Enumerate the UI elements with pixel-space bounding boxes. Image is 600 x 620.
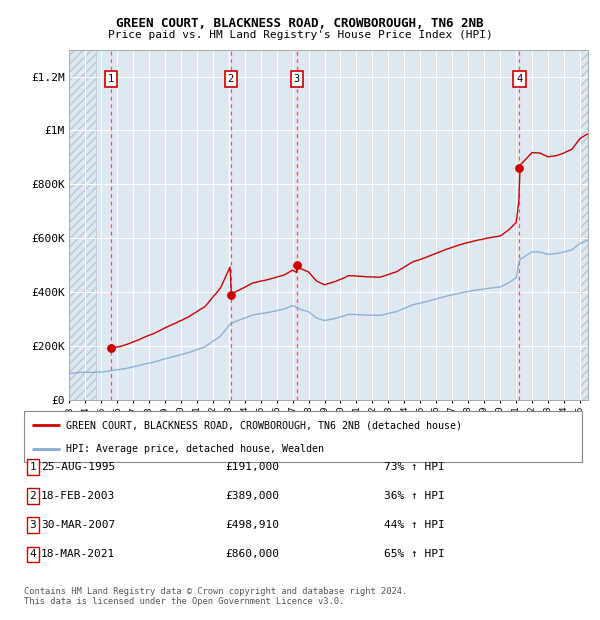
Text: £860,000: £860,000 [225,549,279,559]
Text: 4: 4 [517,74,523,84]
Text: 18-MAR-2021: 18-MAR-2021 [41,549,115,559]
Text: 3: 3 [29,520,37,530]
Text: 25-AUG-1995: 25-AUG-1995 [41,462,115,472]
Text: £498,910: £498,910 [225,520,279,530]
Point [106,343,116,353]
Text: 3: 3 [293,74,299,84]
Text: GREEN COURT, BLACKNESS ROAD, CROWBOROUGH, TN6 2NB: GREEN COURT, BLACKNESS ROAD, CROWBOROUGH… [116,17,484,30]
Text: 65% ↑ HPI: 65% ↑ HPI [384,549,445,559]
Text: 30-MAR-2007: 30-MAR-2007 [41,520,115,530]
Text: 1: 1 [29,462,37,472]
Text: £389,000: £389,000 [225,491,279,501]
Text: Contains HM Land Registry data © Crown copyright and database right 2024.
This d: Contains HM Land Registry data © Crown c… [24,587,407,606]
Text: 2: 2 [29,491,37,501]
Bar [580,50,588,400]
Text: 44% ↑ HPI: 44% ↑ HPI [384,520,445,530]
Point [515,163,524,173]
Point [292,260,301,270]
Text: £191,000: £191,000 [225,462,279,472]
Text: 4: 4 [29,549,37,559]
Text: 2: 2 [227,74,234,84]
Text: GREEN COURT, BLACKNESS ROAD, CROWBOROUGH, TN6 2NB (detached house): GREEN COURT, BLACKNESS ROAD, CROWBOROUGH… [66,420,462,430]
Text: HPI: Average price, detached house, Wealden: HPI: Average price, detached house, Weal… [66,444,324,454]
Text: 1: 1 [108,74,114,84]
Point [226,290,235,300]
Text: 36% ↑ HPI: 36% ↑ HPI [384,491,445,501]
Text: 73% ↑ HPI: 73% ↑ HPI [384,462,445,472]
Text: 18-FEB-2003: 18-FEB-2003 [41,491,115,501]
Bar [69,50,96,400]
FancyBboxPatch shape [24,411,582,462]
Text: Price paid vs. HM Land Registry's House Price Index (HPI): Price paid vs. HM Land Registry's House … [107,30,493,40]
